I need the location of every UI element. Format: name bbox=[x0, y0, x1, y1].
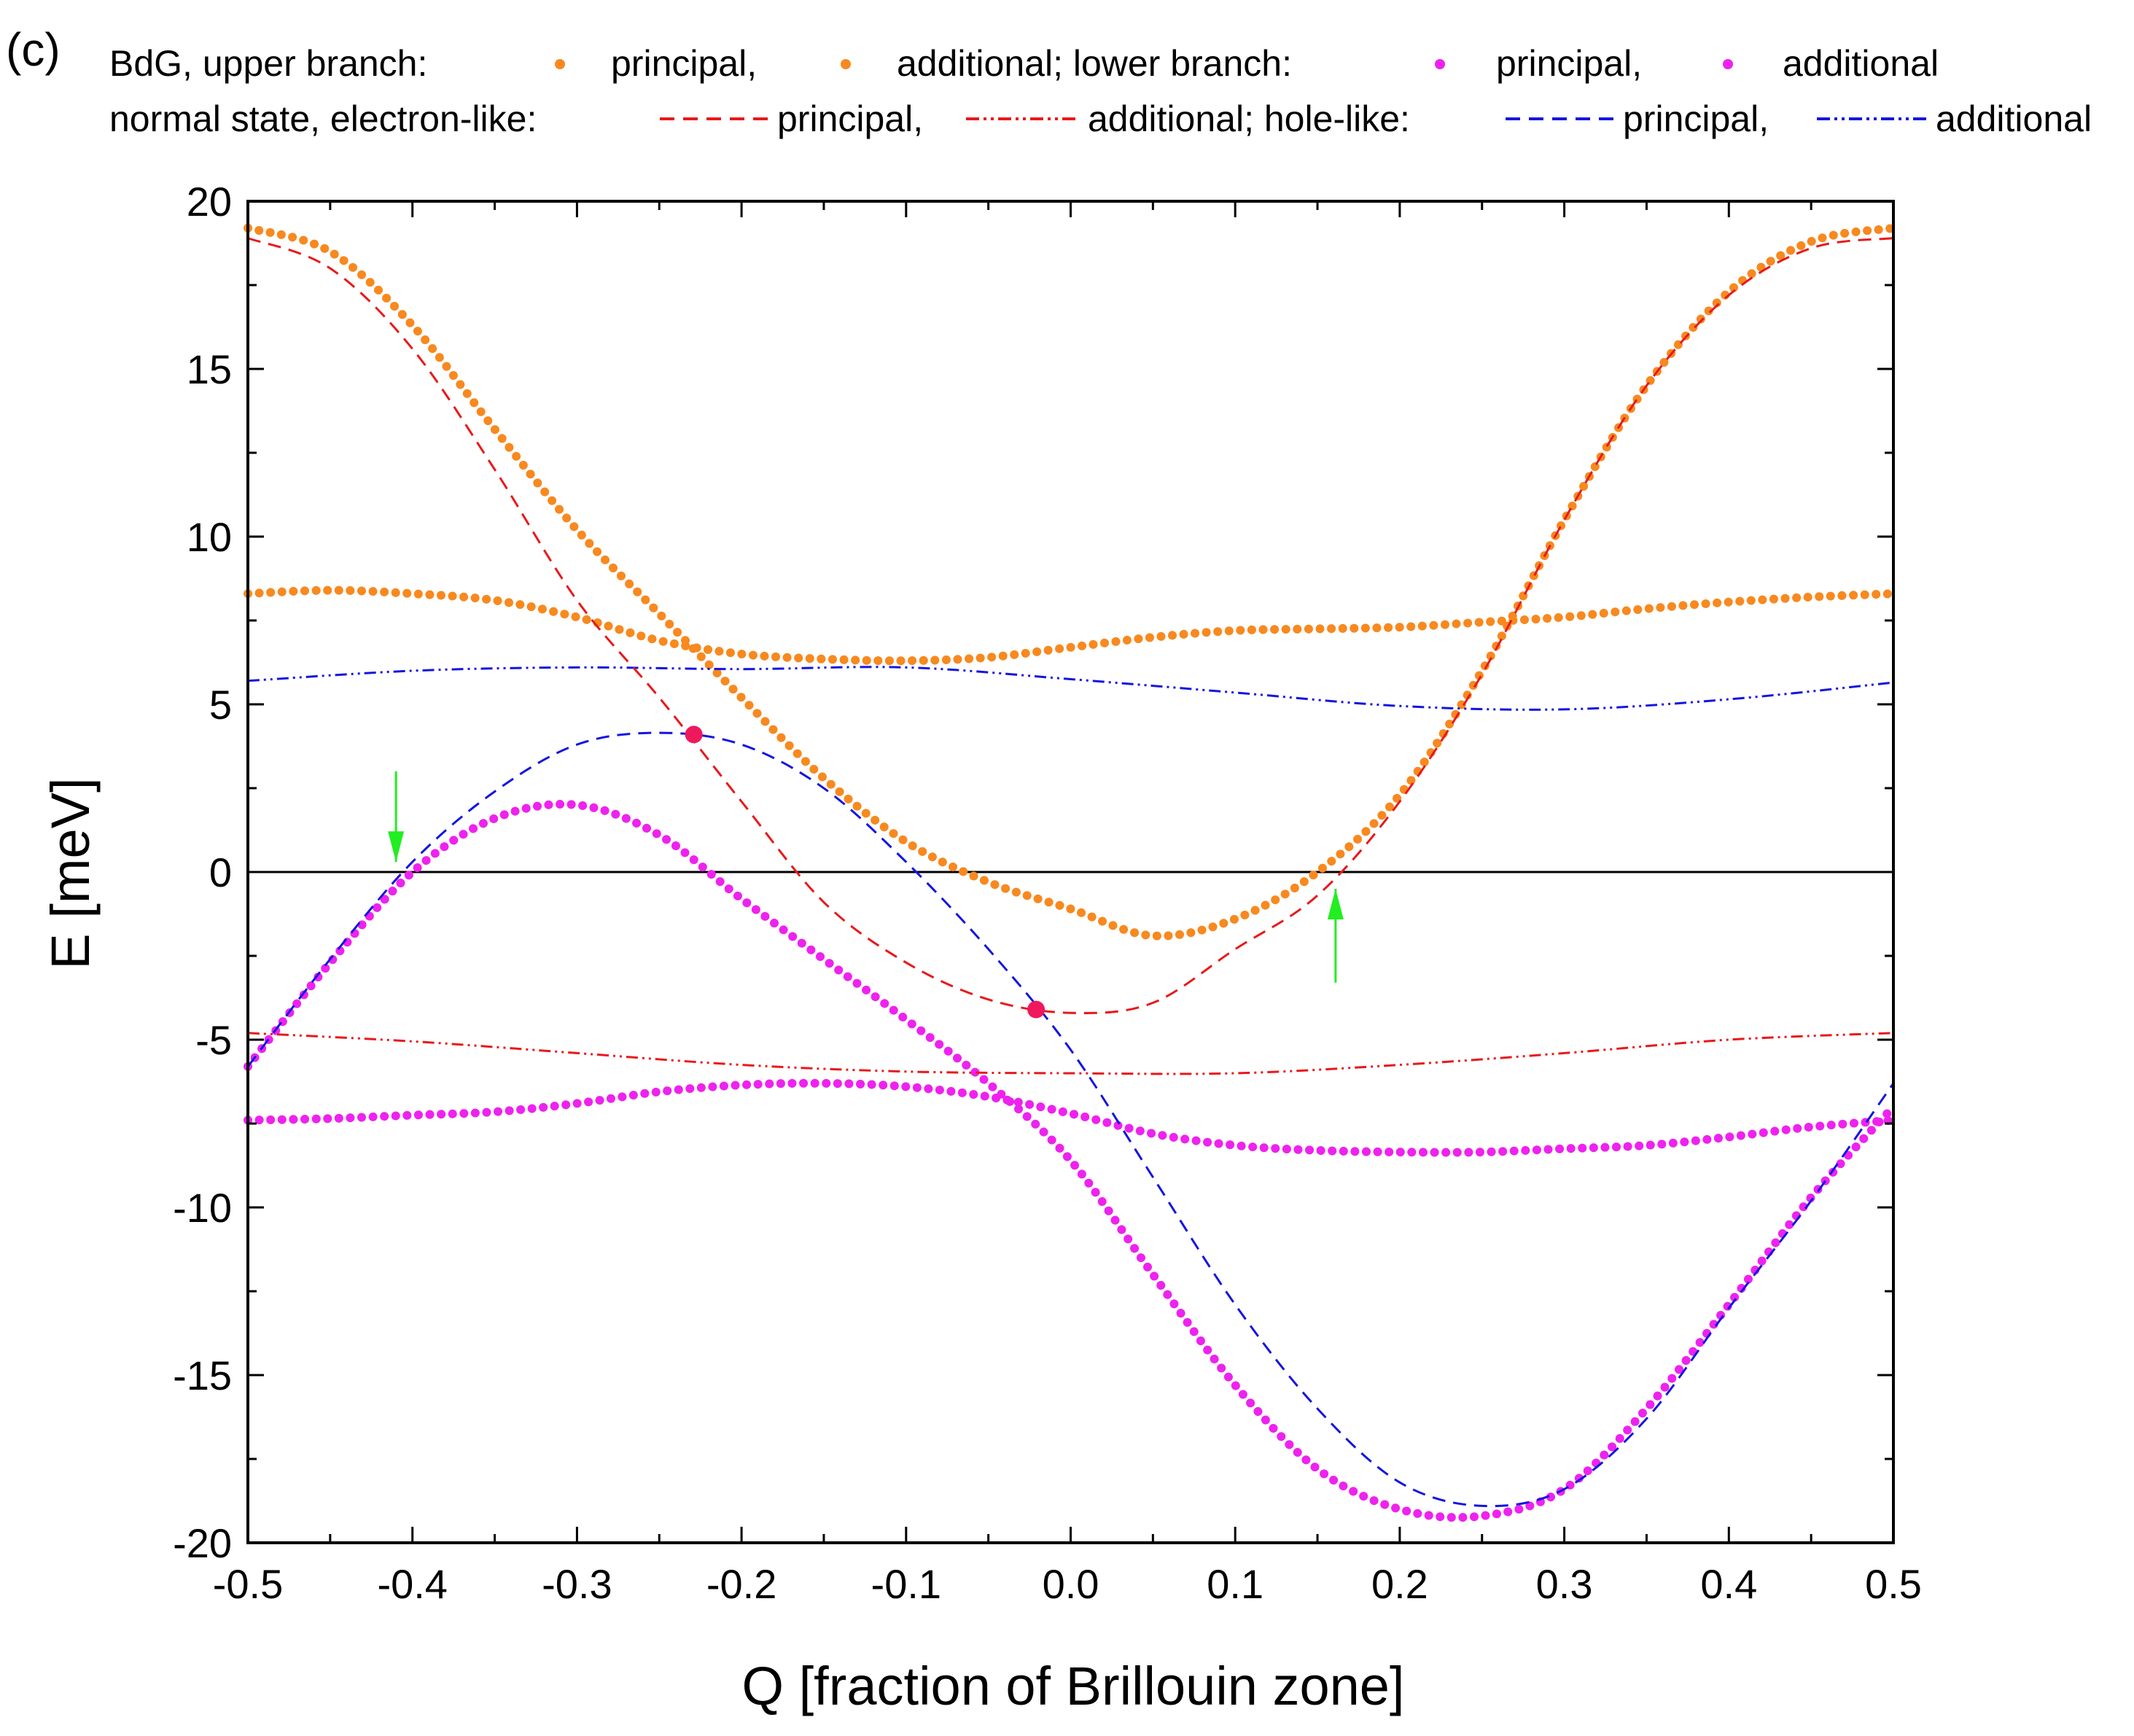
panel-label: (c) bbox=[6, 23, 61, 76]
bdg-upper-branch-additional-line bbox=[244, 585, 1898, 666]
legend-row2-prefix: normal state, electron-like: bbox=[109, 98, 537, 139]
plot-area bbox=[244, 223, 1898, 1522]
y-axis-title: E [meV] bbox=[40, 777, 101, 969]
bdg-lower-branch-additional-line bbox=[244, 1078, 1898, 1157]
y-tick-label: -5 bbox=[195, 1017, 232, 1063]
crossing-marker-2 bbox=[1027, 1000, 1045, 1019]
green-arrow-head-2 bbox=[1327, 889, 1344, 919]
legend-upper-principal-label: principal, bbox=[611, 43, 757, 84]
legend-lower-additional-label: additional bbox=[1783, 43, 1939, 84]
x-tick-label: 0.3 bbox=[1536, 1561, 1593, 1607]
x-tick-label: -0.4 bbox=[377, 1561, 448, 1607]
x-tick-label: 0.1 bbox=[1207, 1561, 1263, 1607]
legend-hole-additional-label: additional bbox=[1936, 98, 2092, 139]
x-tick-label: 0.5 bbox=[1865, 1561, 1922, 1607]
normal-state-electron-like-principal-line bbox=[247, 237, 1894, 1014]
y-tick-label: 5 bbox=[209, 682, 232, 728]
y-tick-label: 10 bbox=[187, 514, 232, 560]
legend-upper-additional-label: additional; lower branch: bbox=[897, 43, 1292, 84]
x-tick-label: 0.0 bbox=[1043, 1561, 1099, 1607]
legend-row1-prefix: BdG, upper branch: bbox=[109, 43, 427, 84]
x-tick-label: 0.2 bbox=[1371, 1561, 1428, 1607]
legend-upper-additional-symbol bbox=[841, 59, 851, 69]
legend-lower-principal-label: principal, bbox=[1496, 43, 1642, 84]
y-tick-label: -15 bbox=[173, 1352, 232, 1398]
bdg-upper-branch-principal-line bbox=[244, 223, 1898, 941]
x-tick-label: -0.2 bbox=[706, 1561, 777, 1607]
green-arrow-head-1 bbox=[388, 831, 405, 863]
legend-lower-additional-symbol bbox=[1723, 59, 1733, 69]
legend-lower-principal-symbol bbox=[1435, 59, 1445, 69]
y-tick-label: 20 bbox=[187, 179, 232, 225]
x-tick-label: -0.1 bbox=[871, 1561, 942, 1607]
x-axis-title: Q [fraction of Brillouin zone] bbox=[742, 1656, 1405, 1716]
bdg-lower-branch-principal-line bbox=[244, 799, 1898, 1522]
x-tick-label: -0.5 bbox=[213, 1561, 284, 1607]
axes: -0.5 -0.4 -0.3 -0.2 -0.1 0.0 0.1 0.2 0.3 0.4 0.5 -2… bbox=[173, 179, 1922, 1607]
x-tick-label: -0.3 bbox=[542, 1561, 612, 1607]
legend-electron-additional-label: additional; hole-like: bbox=[1088, 98, 1410, 139]
x-tick-label: 0.4 bbox=[1700, 1561, 1757, 1607]
normal-state-hole-like-additional-line bbox=[247, 666, 1894, 711]
normal-state-hole-like-principal-line bbox=[246, 731, 1895, 1508]
crossing-marker-1 bbox=[685, 725, 703, 744]
legend-upper-principal-symbol bbox=[555, 59, 565, 69]
legend: BdG, upper branch: principal, additional… bbox=[109, 43, 2092, 139]
y-tick-label: 15 bbox=[187, 346, 232, 392]
y-tick-label: -10 bbox=[173, 1185, 232, 1231]
normal-state-electron-like-additional-line bbox=[247, 1032, 1894, 1075]
y-tick-label: 0 bbox=[209, 849, 232, 895]
legend-electron-principal-label: principal, bbox=[777, 98, 923, 139]
y-tick-label: -20 bbox=[173, 1520, 232, 1566]
legend-hole-principal-label: principal, bbox=[1623, 98, 1769, 139]
